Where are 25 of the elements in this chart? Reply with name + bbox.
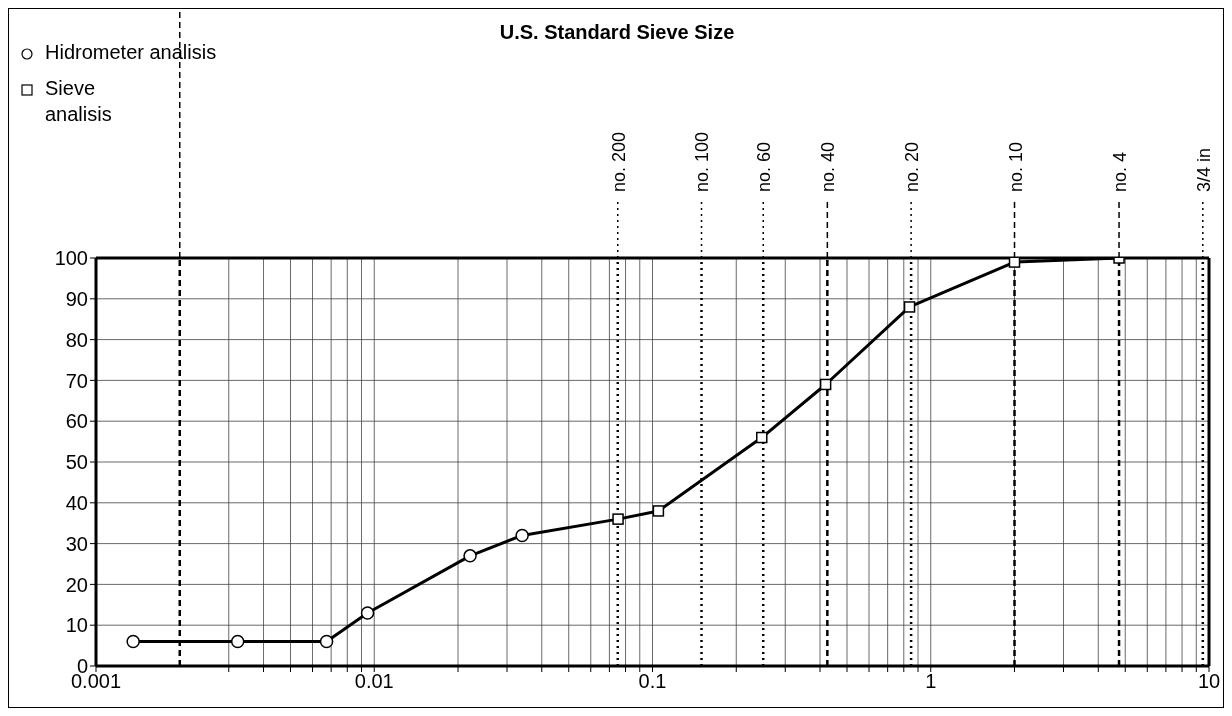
y-tick-label: 90 [65,287,88,310]
chart-title: U.S. Standard Sieve Size [499,21,735,43]
y-tick-label: 70 [65,369,88,392]
ref-line-label: 3/4 in [1193,147,1214,192]
y-tick-label: 80 [65,328,88,351]
y-tick-label: 10 [65,614,88,637]
y-tick-label: 50 [65,451,88,474]
ref-line-label: no. 60 [754,141,775,192]
legend-label: Hidrometer analisis [45,40,217,65]
ref-line-label: no. 20 [902,141,923,192]
y-tick-label: 40 [65,491,88,514]
y-tick-label: 60 [65,410,88,433]
x-tick-label: 0.1 [638,670,667,693]
legend-label: Sieve analisis [45,76,112,127]
ref-line-label: no. 100 [692,131,713,192]
x-tick-label: 0.01 [354,670,394,693]
y-tick-label: 20 [65,573,88,596]
x-tick-label: 10 [1197,670,1221,693]
ref-line-label: no. 200 [608,131,629,192]
ref-line-label: no. 40 [818,141,839,192]
ref-line-label: no. 4 [1110,151,1131,192]
ref-line-label: no. 10 [1005,141,1026,192]
y-tick-label: 100 [54,247,88,270]
x-tick-label: 1 [925,670,937,693]
y-tick-label: 30 [65,532,88,555]
